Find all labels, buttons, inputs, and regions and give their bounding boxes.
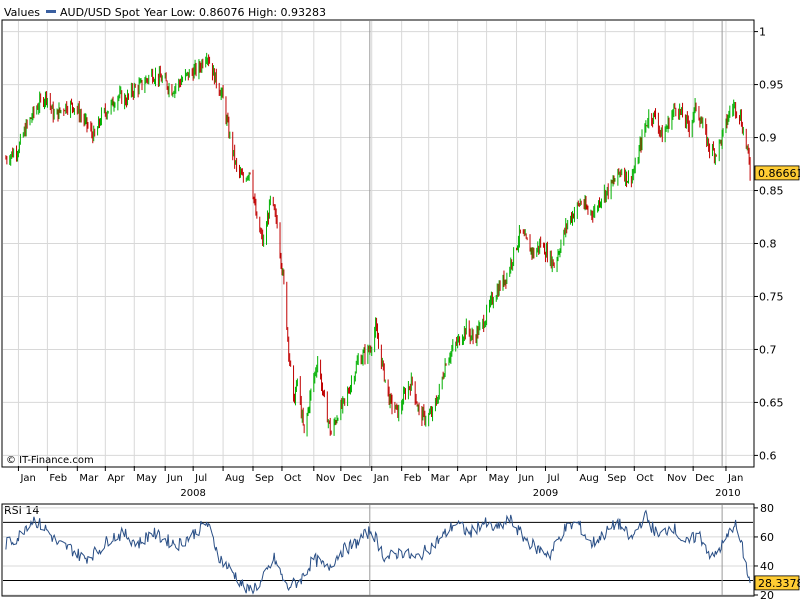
month-tick-label: Jan <box>727 473 743 484</box>
month-tick-label: Jan <box>19 473 35 484</box>
candlesticks <box>5 52 751 437</box>
price-axis: 0.6 0.65 0.7 0.75 0.8 0.85 0.9 0.95 1 <box>754 26 784 462</box>
legend-series-label: AUD/USD Spot <box>60 6 140 19</box>
month-tick-label: Apr <box>107 473 125 484</box>
month-tick-label: Jul <box>194 473 207 484</box>
rsi-axis: 20 40 60 80 <box>754 502 774 602</box>
last-price-box <box>754 165 800 181</box>
rsi-line <box>5 509 751 595</box>
year-tick-label: 2010 <box>715 488 740 499</box>
price-tick-label: 0.75 <box>759 290 784 303</box>
month-tick-label: Sep <box>255 473 274 484</box>
watermark: © IT-Finance.com <box>6 455 94 466</box>
month-tick-label: Mar <box>431 473 451 484</box>
month-tick-label: Feb <box>49 473 67 484</box>
rsi-tick-label: 20 <box>760 589 774 600</box>
month-tick-label: Oct <box>636 473 653 484</box>
rsi-panel-frame <box>1 503 755 597</box>
rsi-tick-label: 40 <box>760 560 774 573</box>
rsi-title: RSI 14 <box>4 504 39 517</box>
month-tick-label: Jun <box>518 473 535 484</box>
year-tick-label: 2008 <box>180 488 205 499</box>
legend-swatch <box>46 10 56 13</box>
price-tick-label: 0.7 <box>759 343 777 356</box>
month-tick-label: Apr <box>460 473 478 484</box>
price-tick-label: 0.6 <box>759 449 777 462</box>
last-price-tag: 0.86661 <box>754 165 800 181</box>
month-tick-label: Jul <box>546 473 559 484</box>
month-tick-label: Mar <box>79 473 99 484</box>
month-tick-label: May <box>136 473 157 484</box>
month-tick-label: May <box>489 473 510 484</box>
last-price-label: 0.86661 <box>758 167 800 180</box>
price-grid <box>3 21 753 466</box>
values-label: Values <box>4 6 40 19</box>
last-rsi-tag: 28.3378 <box>754 575 800 591</box>
year-low-high: Year Low: 0.86076 High: 0.93283 <box>143 6 326 19</box>
month-tick-label: Dec <box>343 473 362 484</box>
month-tick-label: Nov <box>316 473 336 484</box>
price-tick-label: 0.85 <box>759 185 784 198</box>
month-tick-label: Feb <box>404 473 422 484</box>
month-tick-label: Jan <box>373 473 389 484</box>
price-tick-label: 0.95 <box>759 79 784 92</box>
last-rsi-box <box>754 575 800 591</box>
price-tick-label: 1 <box>759 26 766 39</box>
month-tick-label: Aug <box>225 473 245 484</box>
rsi-series-line <box>5 509 751 595</box>
price-tick-label: 0.9 <box>759 132 777 145</box>
time-axis: Jan Feb Mar Apr May Jun Jul Aug Sep Oct Nov Dec Jan F… <box>17 466 743 499</box>
month-tick-label: Dec <box>695 473 714 484</box>
price-tick-label: 0.65 <box>759 396 784 409</box>
month-tick-label: Jun <box>166 473 183 484</box>
month-tick-label: Nov <box>667 473 687 484</box>
month-tick-label: Sep <box>607 473 626 484</box>
rsi-tick-label: 60 <box>760 531 774 544</box>
month-tick-label: Aug <box>579 473 599 484</box>
year-tick-label: 2009 <box>533 488 558 499</box>
rsi-tick-label: 80 <box>760 502 774 515</box>
last-rsi-label: 28.3378 <box>758 577 800 590</box>
price-tick-label: 0.8 <box>759 238 777 251</box>
month-tick-label: Oct <box>284 473 301 484</box>
